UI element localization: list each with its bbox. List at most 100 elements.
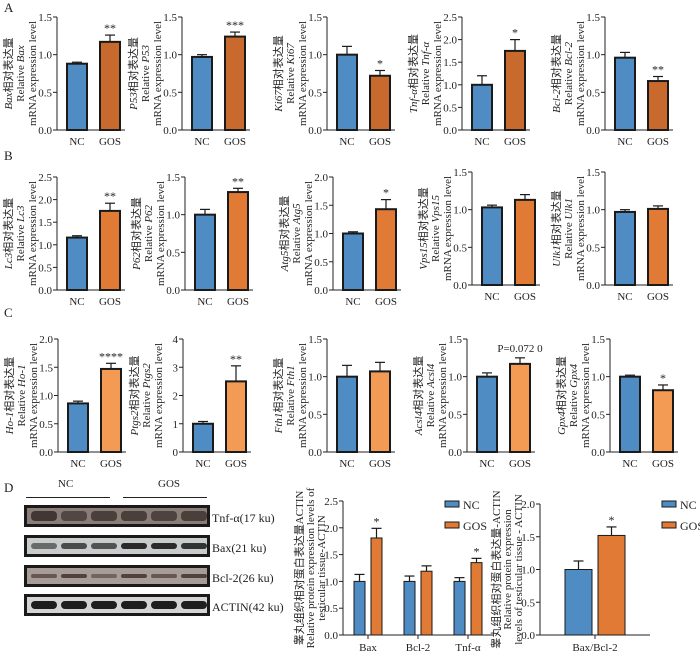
chart-protein-15: 0.0 0.5 1.0 1.5 2.0 2.5 * Bax Bcl-2 * Tnf-α 睾丸组织相对蛋… <box>292 487 493 654</box>
significance-label: * <box>609 513 615 527</box>
label-prefix: Relative <box>425 388 437 427</box>
y-tick-label: 3 <box>173 362 179 374</box>
x-tick-label: NC <box>339 136 354 148</box>
x-tick-label: NC <box>622 458 637 470</box>
y-axis-label-relative: Relative Vps15 <box>430 195 442 262</box>
chart-protein-16: 0.0 0.5 1.0 1.5 2.0 * Bax/Bcl-2 睾丸组织相对蛋白表达量-ACT… <box>489 490 700 654</box>
x-tick-label: NC <box>195 458 210 470</box>
x-tick-label: GOS <box>227 296 249 308</box>
y-tick-label: 2.0 <box>314 172 328 184</box>
y-tick-label: 1.0 <box>443 80 457 92</box>
y-axis-label-relative: Relative Fth1 <box>285 365 297 425</box>
bar <box>99 40 121 131</box>
y-axis-label-relative: Relative Ptgs2 <box>141 363 153 428</box>
gene-name: Gpx4 <box>556 411 568 435</box>
bar <box>336 53 358 132</box>
x-tick-label: NC <box>194 136 209 148</box>
blot-group-line-nc <box>26 497 110 498</box>
y-tick-label: 1.0 <box>166 210 180 222</box>
blot-band <box>181 574 207 578</box>
x-tick-label: NC <box>479 458 494 470</box>
blot-group-line-gos <box>123 497 207 498</box>
y-tick-label: 1.5 <box>448 334 462 346</box>
label-suffix: 相对表达量 <box>549 34 563 89</box>
y-tick-label: 0.0 <box>308 125 322 137</box>
y-tick-label: 1.5 <box>314 200 328 212</box>
y-axis-label-relative: Relative Gpx4 <box>568 363 580 427</box>
blot-row <box>24 535 210 557</box>
gene-name: Fth1 <box>285 365 297 387</box>
y-tick-label: 2.0 <box>324 523 338 535</box>
bar <box>191 55 213 131</box>
y-tick-label: 0.5 <box>586 242 600 254</box>
y-tick-label: 1.0 <box>591 372 605 384</box>
blot-label-bcl2: Bcl-2(26 ku) <box>212 571 274 585</box>
label-suffix: 相对表达量 <box>1 198 15 253</box>
y-tick-label: 0.5 <box>453 242 467 254</box>
blot-band <box>31 511 57 521</box>
bar <box>481 206 503 286</box>
x-tick-label: NC <box>70 458 85 470</box>
panel-label-b: B <box>4 148 13 163</box>
bar <box>66 62 88 131</box>
y-tick-label: 1.0 <box>521 565 535 577</box>
chart-vps15: 0.0 0.5 1.0 1.5 NC GOS Vps15相对表达量 Relative Vps1… <box>416 167 540 303</box>
x-tick-label: GOS <box>652 458 674 470</box>
y-tick-label: 1.5 <box>166 172 180 184</box>
y-tick-label: 0.0 <box>38 285 52 297</box>
y-tick-label: 0.5 <box>308 87 322 99</box>
y-tick-label: 0.5 <box>448 409 462 421</box>
y-axis-label-unit: mRNA expression level <box>437 343 449 448</box>
label-suffix: 相对表达量 <box>277 196 291 251</box>
y-tick-label: 1.0 <box>586 205 600 217</box>
x-tick-label: GOS <box>99 136 121 148</box>
gene-name: Ulk1 <box>551 245 563 266</box>
bar <box>420 570 433 636</box>
label-suffix: 相对表达量 <box>1 37 15 92</box>
y-axis-label-unit: mRNA expression level <box>153 343 165 448</box>
significance-label: ** <box>652 63 664 77</box>
y-axis-label-cn: Gpx4相对表达量 <box>554 356 568 435</box>
bar <box>471 83 493 132</box>
bar <box>453 580 466 636</box>
blot-band <box>61 600 87 610</box>
y-axis-label-relative: Relative Bcl-2 <box>563 41 575 105</box>
bar <box>564 569 593 636</box>
y-tick-label: 0 <box>173 447 179 459</box>
y-axis-label-relative: Relative Bax <box>15 45 27 102</box>
significance-label: * <box>383 186 389 200</box>
label-suffix: 相对表达量 <box>126 37 140 92</box>
blot-band <box>31 542 57 550</box>
y-tick-label: 0.0 <box>586 125 600 137</box>
y-tick-label: 1.0 <box>448 372 462 384</box>
x-tick-label: GOS <box>224 136 246 148</box>
x-tick-label: GOS <box>369 136 391 148</box>
blot-band <box>181 542 207 550</box>
blot-band <box>151 600 177 610</box>
bar <box>619 375 641 453</box>
bar <box>647 80 669 131</box>
significance-label: **** <box>99 349 123 363</box>
gene-name: Ho-1 <box>4 412 16 436</box>
y-axis-label-unit: mRNA expression level <box>432 21 444 126</box>
blot-band <box>61 511 87 521</box>
x-tick-label: GOS <box>514 291 536 303</box>
x-tick-label: NC <box>69 296 84 308</box>
y-tick-label: 0.0 <box>166 285 180 297</box>
gene-name: P62 <box>143 204 155 223</box>
blot-band <box>181 511 207 521</box>
y-axis-label-relative: Relative Ki67 <box>285 43 297 104</box>
label-prefix: Relative <box>563 219 575 258</box>
gene-name: Acsl4 <box>413 410 425 436</box>
label-suffix: 相对表达量 <box>406 34 420 89</box>
bar <box>370 537 383 636</box>
label-suffix: 相对表达量 <box>2 357 16 412</box>
y-tick-label: 1.0 <box>39 391 53 403</box>
y-axis-label-cn: Ptgs2相对表达量 <box>127 355 141 436</box>
gene-name: Bcl-2 <box>551 89 563 113</box>
bar <box>476 375 498 453</box>
